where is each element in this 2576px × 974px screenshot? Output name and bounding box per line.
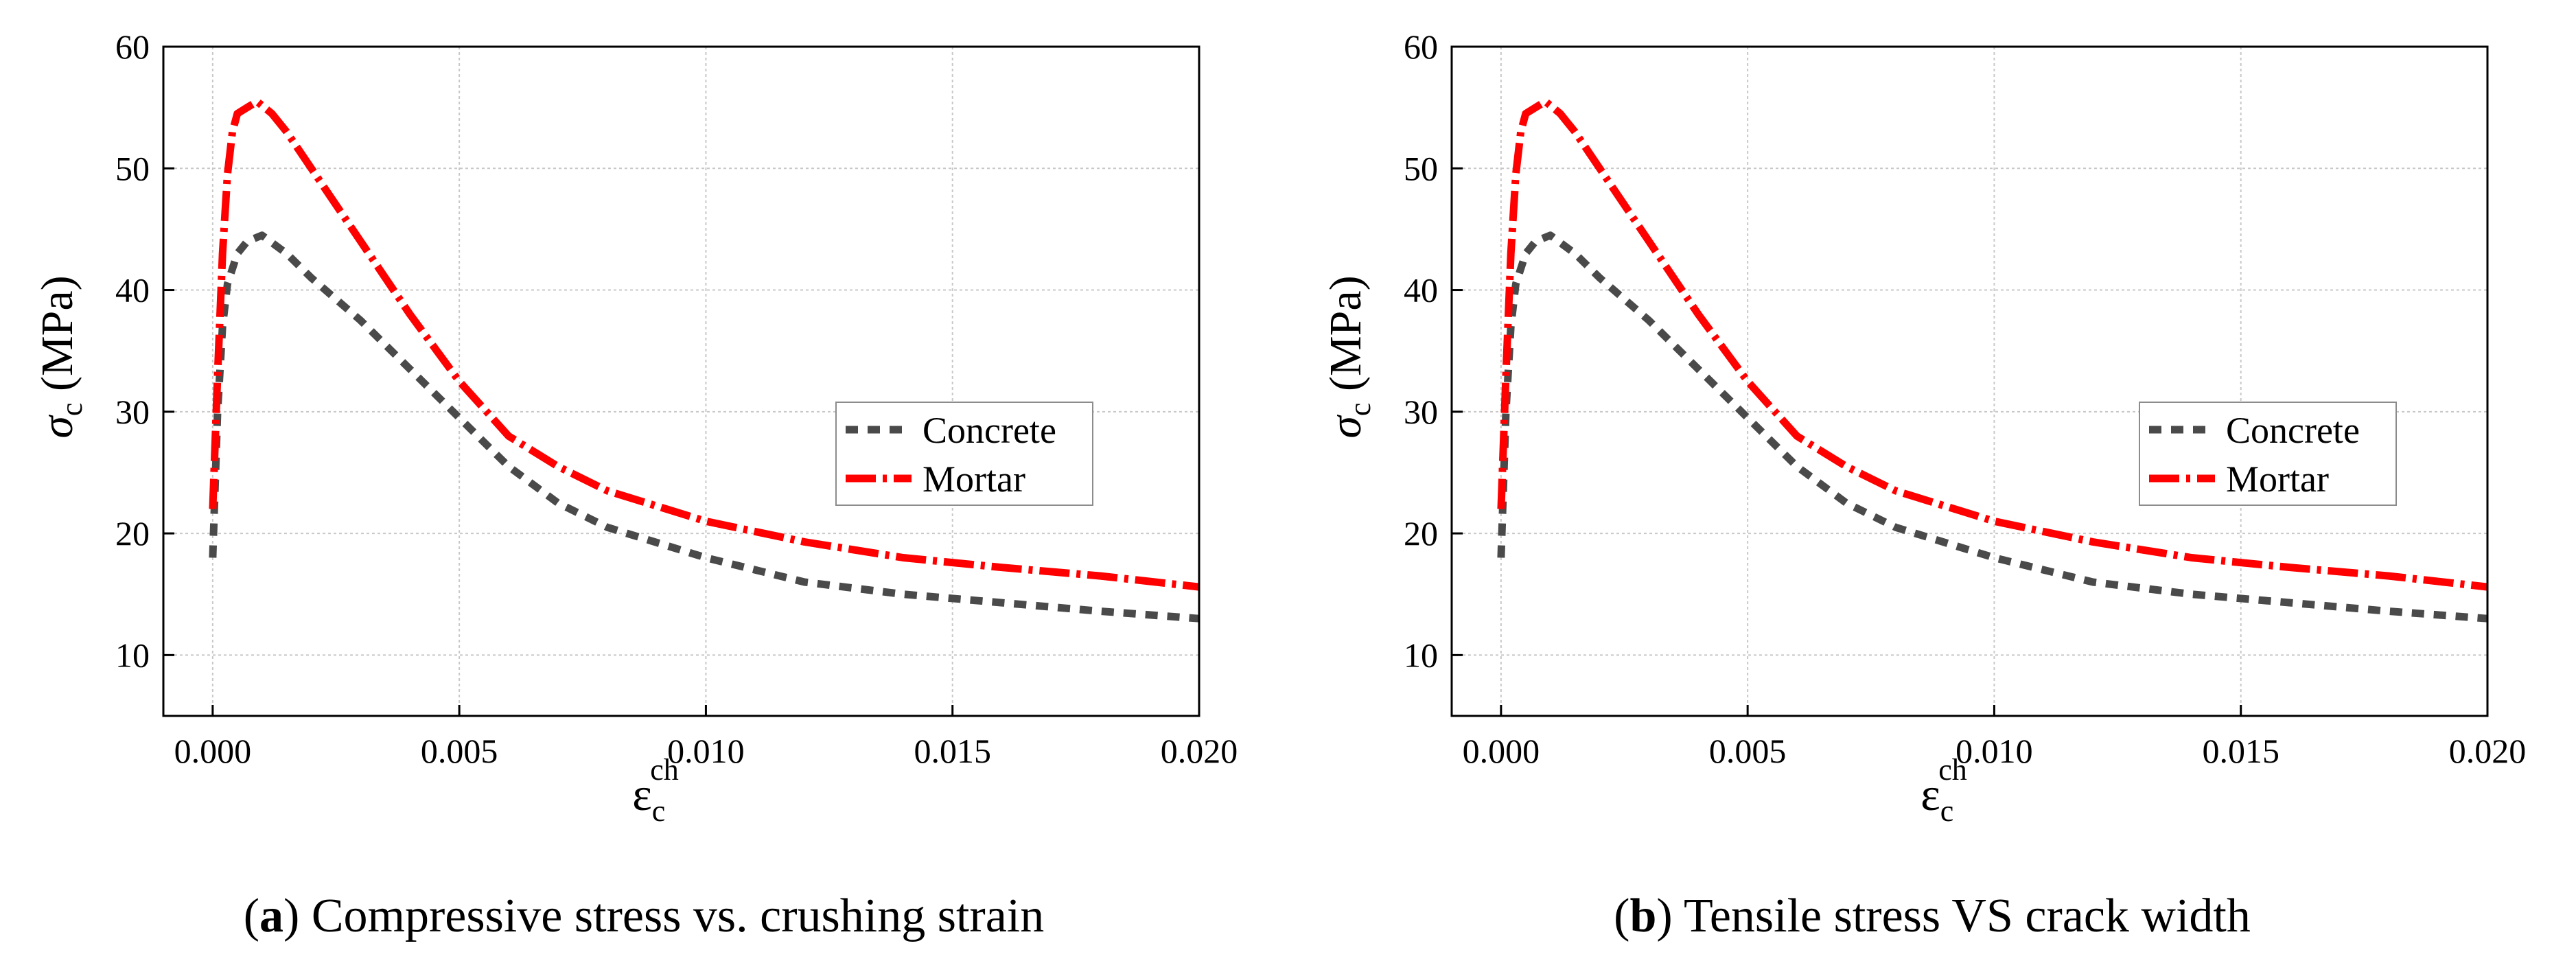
y-tick-label: 30 xyxy=(1404,393,1438,431)
y-axis-label: σc (MPa) xyxy=(1321,275,1377,438)
panel-a: 0.000 0.005 0.010 0.015 0.020 10 20 30 40 50 60 σc… xyxy=(32,27,1238,942)
y-tick-label: 20 xyxy=(115,514,150,553)
y-tick-label: 50 xyxy=(1404,149,1438,187)
x-tick-label: 0.005 xyxy=(421,732,498,770)
x-tick-label: 0.015 xyxy=(2202,732,2279,770)
caption-tag: b xyxy=(1629,890,1657,942)
y-tick-label: 60 xyxy=(115,27,150,66)
legend-mortar-label: Mortar xyxy=(923,459,1025,500)
legend-mortar-label: Mortar xyxy=(2226,459,2329,500)
y-tick-label: 40 xyxy=(115,271,150,310)
legend: Concrete Mortar xyxy=(835,402,1093,506)
series-line-mortar xyxy=(209,97,1200,591)
chart-a-grid xyxy=(163,47,1200,716)
chart-b-series xyxy=(1497,97,2488,623)
chart-a-svg: 0.000 0.005 0.010 0.015 0.020 10 20 30 40 50 60 σc… xyxy=(32,27,1238,828)
x-tick-label: 0.010 xyxy=(667,732,745,770)
caption-text: Tensile stress VS crack width xyxy=(1683,890,2251,942)
series-line-concrete xyxy=(209,231,1200,623)
legend-box xyxy=(835,402,1093,506)
caption-a: (a) Compressive stress vs. crushing stra… xyxy=(243,890,1045,942)
y-tick-label: 10 xyxy=(115,636,150,674)
x-tick-label: 0.020 xyxy=(1161,732,1238,770)
x-axis-label: εcch xyxy=(632,753,679,828)
x-tick-label: 0.010 xyxy=(1956,732,2033,770)
y-tick-label: 30 xyxy=(115,393,150,431)
y-tick-label: 10 xyxy=(1404,636,1438,674)
caption-tag: a xyxy=(259,890,284,942)
x-tick-label: 0.015 xyxy=(914,732,991,770)
y-tick-label: 40 xyxy=(1404,271,1438,310)
legend-concrete-label: Concrete xyxy=(2226,410,2360,451)
panel-b: 0.000 0.005 0.010 0.015 0.020 10 20 30 40 50 60 σc… xyxy=(1288,0,2576,974)
chart-b-grid xyxy=(1452,47,2488,716)
x-tick-label: 0.005 xyxy=(1709,732,1787,770)
x-tick-label: 0.020 xyxy=(2449,732,2527,770)
series-line-concrete xyxy=(1497,231,2488,623)
y-axis-label: σc (MPa) xyxy=(32,275,89,438)
legend: Concrete Mortar xyxy=(2139,402,2397,506)
caption-text: Compressive stress vs. crushing strain xyxy=(311,890,1045,942)
y-tick-label: 60 xyxy=(1404,27,1438,66)
legend-box xyxy=(2139,402,2397,506)
chart-b-svg: 0.000 0.005 0.010 0.015 0.020 10 20 30 40 50 60 σc… xyxy=(1321,27,2526,828)
y-tick-label: 50 xyxy=(115,149,150,187)
chart-b-frame xyxy=(1450,45,2489,717)
series-line-mortar xyxy=(1497,97,2488,591)
legend-concrete-label: Concrete xyxy=(923,410,1056,451)
chart-b-ticks: 0.000 0.005 0.010 0.015 0.020 10 20 30 40 50 60 xyxy=(1404,27,2526,770)
chart-a-series xyxy=(209,97,1200,623)
chart-a-ticks: 0.000 0.005 0.010 0.015 0.020 10 20 30 40 50 60 xyxy=(115,27,1238,770)
x-tick-label: 0.000 xyxy=(1463,732,1540,770)
caption-b: (b) Tensile stress VS crack width xyxy=(1614,890,2251,942)
y-tick-label: 20 xyxy=(1404,514,1438,553)
x-tick-label: 0.000 xyxy=(174,732,252,770)
x-axis-label: εcch xyxy=(1921,753,1967,828)
chart-a-frame xyxy=(162,45,1200,717)
